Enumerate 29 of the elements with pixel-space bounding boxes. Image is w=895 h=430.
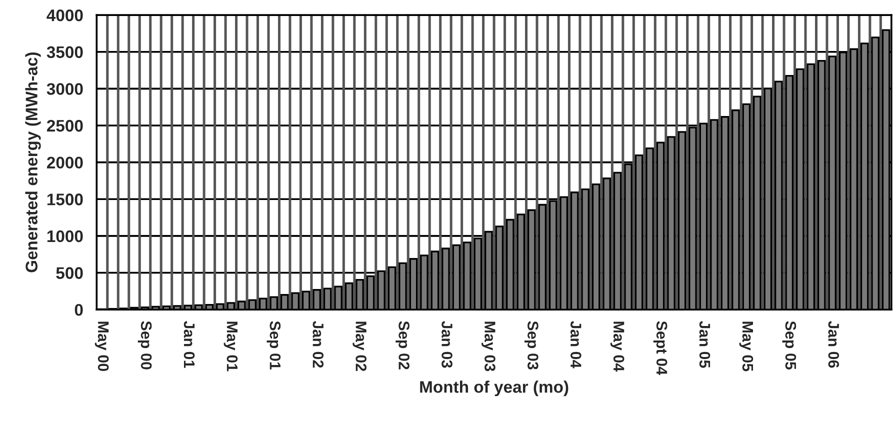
x-tick-label: May 01 — [224, 322, 238, 372]
x-tick-label: Sep 00 — [138, 321, 152, 370]
y-tick-label: 3000 — [46, 83, 83, 95]
x-tick-label: Sep 02 — [396, 321, 410, 370]
x-tick-label: Sep 03 — [524, 321, 538, 370]
x-tick-label: May 03 — [482, 322, 496, 372]
x-tick-label: Jan 06 — [828, 320, 840, 368]
y-tick-label: 1500 — [47, 194, 83, 206]
x-tick-label: Jan 04 — [570, 320, 582, 368]
y-tick-label: 4000 — [46, 9, 83, 22]
x-tick-label: May 02 — [352, 322, 367, 372]
x-tick-label: Jan 01 — [184, 320, 195, 368]
x-tick-label: Jan 05 — [699, 320, 710, 368]
x-tick-label: Jan 03 — [442, 320, 452, 368]
y-tick-label: 500 — [56, 267, 83, 279]
x-tick-label: May 00 — [94, 322, 109, 372]
y-axis-title: Generated energy (MWh-ac) — [25, 52, 41, 272]
x-tick-label: May 04 — [610, 322, 624, 372]
x-tick-label: Jan 02 — [312, 320, 324, 368]
y-tick-label: 0 — [74, 304, 83, 316]
y-tick-label: 1000 — [47, 230, 83, 242]
x-tick-label: Sep 05 — [782, 321, 796, 370]
x-tick-label: May 05 — [739, 322, 754, 372]
y-tick-label: 2000 — [46, 156, 83, 169]
y-tick-label: 2500 — [46, 120, 83, 132]
x-tick-label: Sep 01 — [266, 321, 281, 370]
x-axis-title: Month of year (mo) — [420, 380, 568, 396]
y-tick-label: 3500 — [46, 46, 83, 58]
x-tick-label: Sept 04 — [653, 321, 668, 375]
